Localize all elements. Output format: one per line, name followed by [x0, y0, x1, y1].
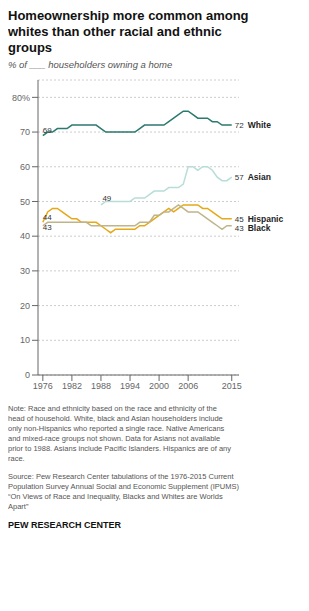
html-text:% of ___ householders owning a: % of ___ householders owning a home: [8, 59, 173, 70]
svg-text:Black: Black: [248, 223, 271, 233]
svg-text:69: 69: [43, 126, 52, 135]
svg-text:White: White: [248, 120, 271, 130]
svg-text:1976: 1976: [33, 381, 53, 391]
svg-text:10: 10: [20, 335, 30, 345]
svg-text:40: 40: [20, 231, 30, 241]
svg-text:1982: 1982: [62, 381, 82, 391]
svg-text:Asian: Asian: [248, 172, 271, 182]
svg-text:2006: 2006: [178, 381, 198, 391]
svg-text:57: 57: [235, 173, 244, 182]
svg-text:80%: 80%: [12, 93, 30, 103]
svg-text:1988: 1988: [91, 381, 111, 391]
svg-text:60: 60: [20, 162, 30, 172]
svg-text:45: 45: [235, 215, 244, 224]
svg-text:1994: 1994: [120, 381, 140, 391]
html-text:Source: Pew Research Center ta: Source: Pew Research Center tabulations …: [8, 472, 239, 511]
svg-text:50: 50: [20, 197, 30, 207]
html-text:Homeownership more common amon: Homeownership more common among whites t…: [8, 8, 249, 55]
svg-text:20: 20: [20, 301, 30, 311]
svg-text:43: 43: [43, 223, 52, 232]
svg-text:70: 70: [20, 127, 30, 137]
svg-text:43: 43: [235, 224, 244, 233]
svg-text:49: 49: [102, 194, 111, 203]
svg-text:2015: 2015: [222, 381, 242, 391]
svg-text:72: 72: [235, 121, 244, 130]
svg-text:30: 30: [20, 266, 30, 276]
svg-text:Hispanic: Hispanic: [247, 213, 284, 224]
html-text:PEW RESEARCH CENTER: PEW RESEARCH CENTER: [8, 520, 121, 530]
html-text:Note: Race and ethnicity based: Note: Race and ethnicity based on the ra…: [8, 404, 231, 463]
svg-text:2000: 2000: [149, 381, 169, 391]
svg-text:44: 44: [43, 213, 52, 222]
svg-text:0: 0: [25, 370, 30, 380]
